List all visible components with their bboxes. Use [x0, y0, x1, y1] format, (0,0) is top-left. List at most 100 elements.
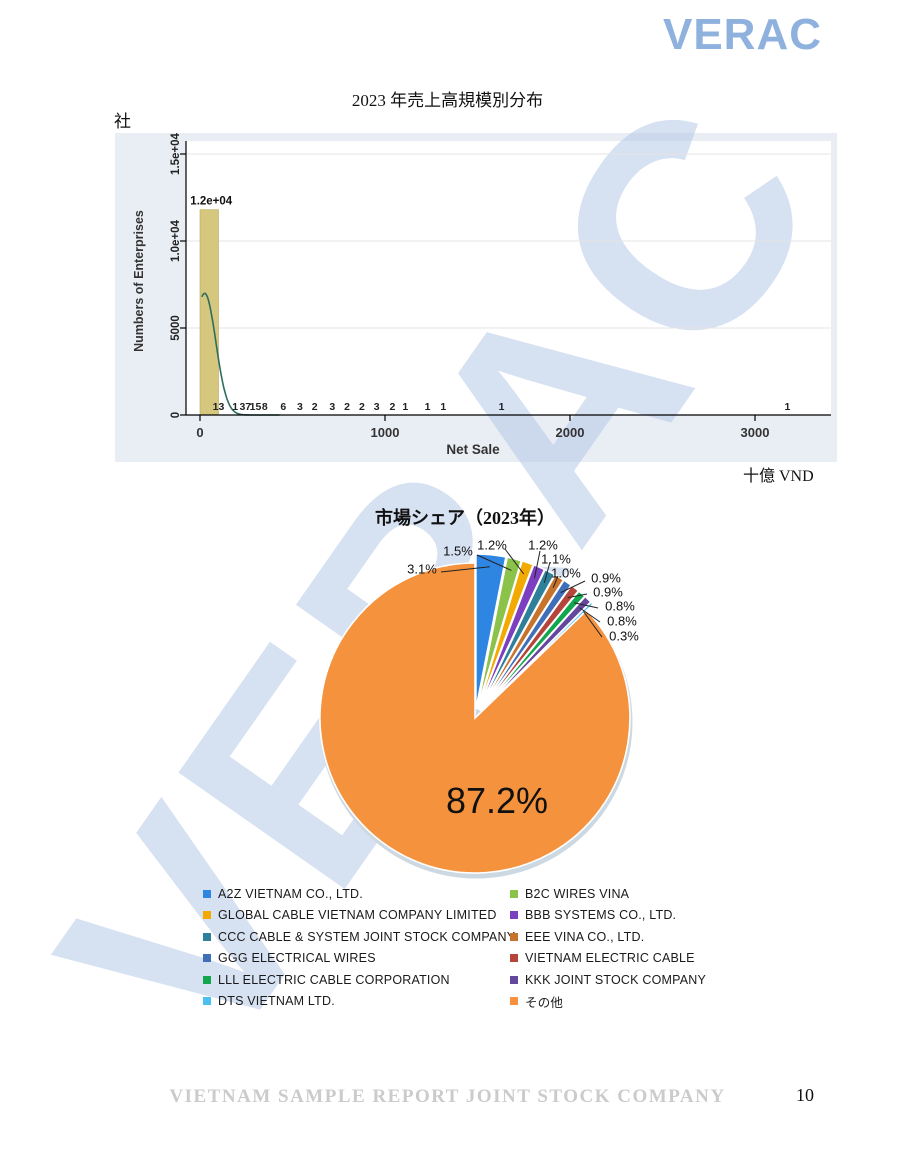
x-tick-label: 1000 — [371, 425, 400, 440]
legend-right-column: B2C WIRES VINA BBB SYSTEMS CO., LTD. EEE V… — [510, 883, 706, 1012]
small-count-label: 15 — [250, 401, 262, 413]
small-count-label: 1 — [402, 401, 408, 413]
page-number: 10 — [796, 1085, 814, 1105]
legend-left-column: A2Z VIETNAM CO., LTD. GLOBAL CABLE VIETNA… — [203, 883, 515, 1013]
small-count-label: 2 — [312, 401, 318, 413]
brand-logo: VERAC — [662, 10, 822, 59]
histogram-frame — [115, 133, 837, 462]
small-count-label: 1 — [425, 401, 431, 413]
pie-slice — [476, 556, 523, 710]
small-count-label: 1 — [499, 401, 505, 413]
legend-item: CCC CABLE & SYSTEM JOINT STOCK COMPANY — [203, 926, 515, 948]
pie-leader-line — [552, 575, 559, 588]
pie-svg: 3.1%1.5% 1.2% 1.2%1.1%1.0% 0.9%0.9%0.8%0.8%… — [319, 538, 639, 879]
footer-company: VIETNAM SAMPLE REPORT JOINT STOCK COMPAN… — [169, 1086, 726, 1107]
legend-label: CCC CABLE & SYSTEM JOINT STOCK COMPANY — [218, 929, 516, 944]
legend-swatch — [510, 997, 518, 1006]
x-tick-label: 2000 — [556, 425, 585, 440]
legend-label: DTS VIETNAM LTD. — [218, 994, 335, 1009]
pie-leader-line — [573, 602, 599, 609]
legend-item: B2C WIRES VINA — [510, 883, 706, 905]
legend-label: B2C WIRES VINA — [525, 886, 630, 901]
small-count-label: 3 — [374, 401, 380, 413]
legend-swatch — [203, 911, 211, 920]
pie-slice — [475, 553, 507, 710]
legend-swatch — [203, 975, 211, 984]
legend-item: DTS VIETNAM LTD. — [203, 991, 510, 1013]
pie-percent-label: 1.2% — [528, 538, 558, 553]
pie-big-label: 87.2% — [446, 780, 548, 821]
legend-item: A2Z VIETNAM CO., LTD. — [203, 883, 510, 905]
legend-label: GGG ELECTRICAL WIRES — [218, 951, 376, 966]
histogram-bar — [199, 209, 219, 416]
legend-item: KKK JOINT STOCK COMPANY — [510, 969, 706, 991]
pie-chart: 3.1% 1.5% 1.2% 1.2% 1.1% 1.0% 0.9% 0.9% 0.8% 0.8%… — [150, 530, 810, 895]
legend-swatch — [203, 932, 211, 941]
legend-swatch — [203, 889, 211, 898]
legend-label: VIETNAM ELECTRIC CABLE — [525, 951, 695, 966]
histogram-svg: 0 5000 1.0e+04 1.5e+04 0 1000 2000 3000 Net Sale… — [132, 132, 831, 457]
pie-percent-label: 1.2% — [477, 538, 507, 553]
y-tick-label: 1.5e+04 — [170, 132, 182, 174]
legend-label: KKK JOINT STOCK COMPANY — [525, 972, 707, 987]
small-count-label: 3 — [329, 401, 335, 413]
legend-swatch — [510, 911, 518, 920]
histogram-title: 2023 年売上高規模別分布 — [351, 91, 544, 110]
x-tick-label: 0 — [196, 425, 203, 440]
pie-percent-label: 0.8% — [607, 614, 637, 629]
pie-leader-line — [440, 566, 490, 573]
small-count-label: 6 — [280, 401, 286, 413]
pie-legend: A2Z VIETNAM CO., LTD. GLOBAL CABLE VIETNA… — [203, 883, 797, 1012]
pie-leader-line — [543, 561, 551, 583]
pie-percent-label: 1.1% — [541, 552, 571, 567]
legend-item: LLL ELECTRIC CABLE CORPORATION — [203, 969, 510, 991]
small-count-label: 2 — [359, 401, 365, 413]
pie-percent-label: 1.5% — [443, 544, 473, 559]
y-axis-title: Numbers of Enterprises — [132, 210, 146, 352]
pie-leader-line — [560, 580, 586, 594]
small-count-label: 8 — [262, 401, 268, 413]
small-count-label: 3 — [297, 401, 303, 413]
small-count-label: 1 — [232, 401, 238, 413]
x-axis-title: Net Sale — [446, 442, 500, 457]
legend-item: GGG ELECTRICAL WIRES — [203, 948, 510, 970]
legend-label: EEE VINA CO., LTD. — [525, 929, 645, 944]
legend-label: BBB SYSTEMS CO., LTD. — [525, 908, 677, 923]
legend-swatch — [510, 975, 518, 984]
legend-label: A2Z VIETNAM CO., LTD. — [218, 886, 363, 901]
pie-percent-label: 1.0% — [551, 566, 581, 581]
pie-percent-label: 0.9% — [593, 585, 623, 600]
pie-leader-line — [583, 611, 603, 638]
small-count-label: 2 — [389, 401, 395, 413]
pie-percent-label: 0.8% — [605, 599, 635, 614]
y-tick-label: 5000 — [170, 315, 182, 341]
pie-leader-line — [476, 554, 512, 571]
histogram-chart: 0 5000 1.0e+04 1.5e+04 0 1000 2000 3000 Net Sale… — [115, 132, 837, 462]
legend-label: GLOBAL CABLE VIETNAM COMPANY LIMITED — [218, 908, 497, 923]
legend-label: LLL ELECTRIC CABLE CORPORATION — [218, 972, 450, 987]
legend-swatch — [203, 997, 211, 1006]
pie-percent-label: 3.1% — [407, 562, 437, 577]
legend-item: VIETNAM ELECTRIC CABLE — [510, 948, 706, 970]
small-count-label: 1 — [784, 401, 790, 413]
legend-swatch — [203, 954, 211, 963]
small-count-label: 13 — [213, 401, 225, 413]
pie-leader-line — [567, 593, 588, 599]
x-tick-label: 3000 — [741, 425, 770, 440]
pie-percent-label: 0.3% — [609, 629, 639, 644]
x-axis-unit-label: 十億 VND — [743, 468, 814, 485]
bar-value-label: 1.2e+04 — [190, 196, 232, 208]
histogram-plot-area — [186, 141, 831, 415]
legend-label: その他 — [525, 995, 564, 1010]
legend-swatch — [510, 954, 518, 963]
pie-slice — [319, 562, 631, 874]
pie-leader-line — [504, 548, 525, 575]
legend-swatch — [510, 889, 518, 898]
y-tick-label: 0 — [170, 412, 182, 418]
legend-item: GLOBAL CABLE VIETNAM COMPANY LIMITED — [203, 905, 510, 927]
legend-item: その他 — [510, 991, 706, 1013]
legend-item: EEE VINA CO., LTD. — [510, 926, 706, 948]
legend-swatch — [510, 932, 518, 941]
small-count-label: 37 — [239, 401, 251, 413]
pie-leader-line — [579, 607, 601, 623]
